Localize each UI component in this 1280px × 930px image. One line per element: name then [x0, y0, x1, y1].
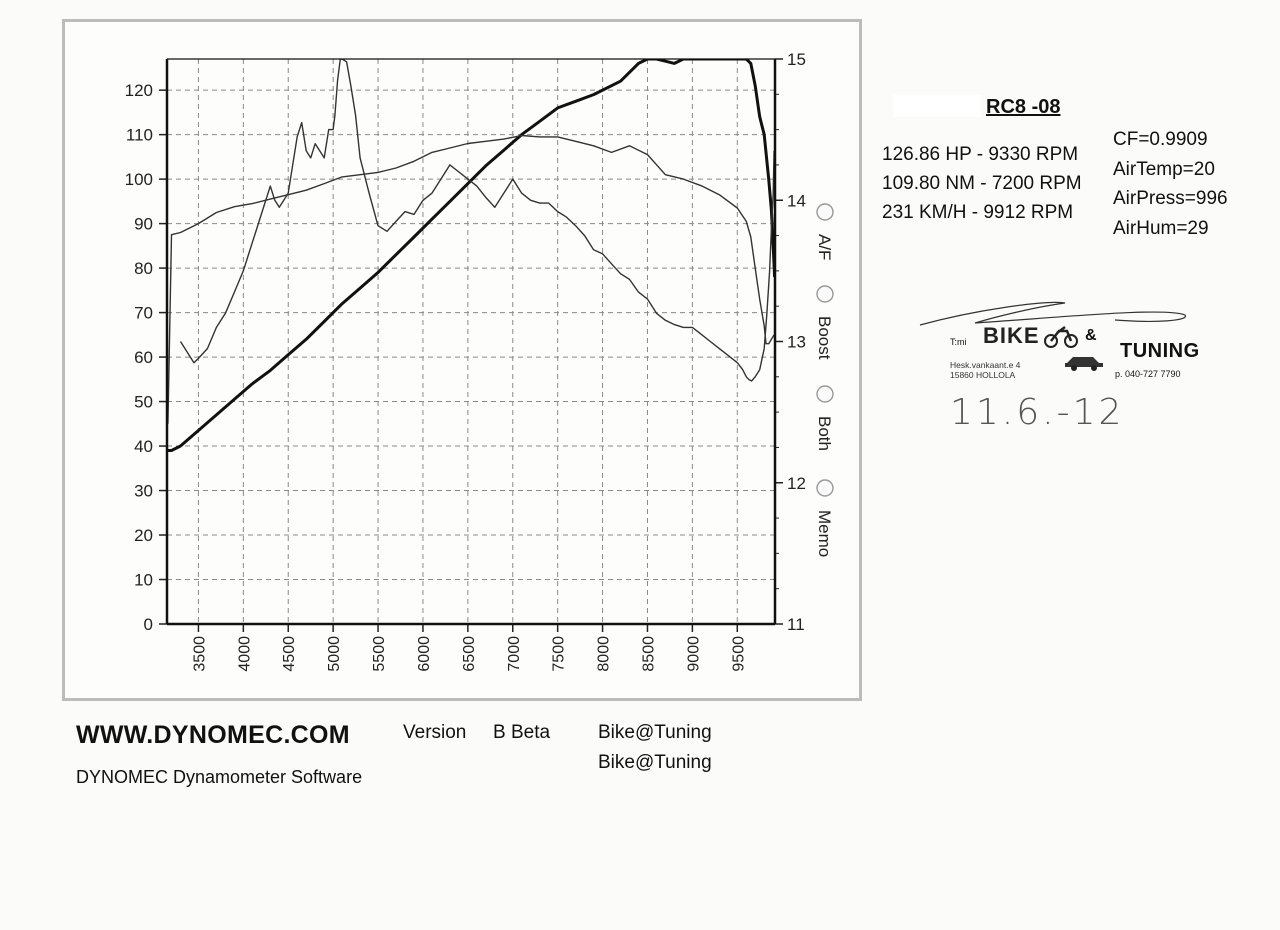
option-label: Both	[815, 416, 834, 451]
x-tick-label: 6000	[416, 636, 433, 672]
stamp-tuning-word: TUNING	[1120, 340, 1200, 362]
stamp-swoosh-graphic	[919, 301, 1186, 371]
y-left-tick-label: 110	[126, 126, 153, 145]
shop-stamp: T:mi BIKE & TUNING Hesk.vankaant.e 4 158…	[915, 295, 1205, 390]
option-both[interactable]: Both	[815, 385, 834, 451]
display-options[interactable]: A/F Boost Both Memo	[815, 203, 834, 557]
radio-button	[816, 385, 834, 403]
series-line-1	[167, 59, 775, 452]
y-left-tick-label: 90	[134, 215, 153, 234]
x-tick-label: 8000	[596, 636, 613, 672]
handwritten-date: 11.6.-12	[950, 392, 1125, 433]
correction-factor: CF=0.9909	[1113, 129, 1208, 150]
y-right-tick-label: 12	[787, 474, 806, 493]
conditions: CF=0.9909 AirTemp=20 AirPress=996 AirHum…	[1113, 125, 1228, 243]
redaction-box	[893, 95, 981, 117]
air-hum: AirHum=29	[1113, 217, 1209, 239]
series-line-2	[167, 134, 775, 424]
stamp-phone: p. 040-727 7790	[1115, 369, 1181, 379]
radio-button	[816, 203, 834, 221]
series-line-3	[179, 59, 775, 382]
x-tick-label: 5000	[326, 636, 343, 672]
stamp-owner-abbr: T:mi	[950, 337, 967, 347]
y-right-tick-label: 11	[787, 615, 805, 634]
stamp-ampersand: &	[1085, 327, 1097, 344]
option-af[interactable]: A/F	[815, 203, 834, 260]
y-left-tick-label: 100	[125, 170, 153, 189]
x-tick-label: 6500	[461, 636, 478, 672]
website-url: WWW.DYNOMEC.COM	[76, 721, 350, 749]
x-tick-label: 8500	[640, 636, 657, 672]
air-press: AirPress=996	[1113, 188, 1228, 209]
y-left-tick-labels: 0 10 20 30 40 50 60 70 80 90 100 110 120	[125, 81, 153, 634]
top-speed: 231 KM/H - 9912 RPM	[882, 202, 1074, 223]
user-line-1: Bike@Tuning	[598, 722, 712, 743]
radio-button	[816, 479, 834, 497]
user-line-2: Bike@Tuning	[598, 752, 712, 773]
software-name: DYNOMEC Dynamometer Software	[76, 767, 363, 787]
y-left-tick-label: 20	[134, 526, 153, 545]
y-right-tick-label: 15	[787, 50, 806, 69]
series-layer	[167, 59, 775, 452]
y-left-tick-label: 50	[134, 393, 153, 412]
y-right-tick-labels: 11 12 13 14 15	[787, 50, 806, 634]
y-left-tick-label: 120	[125, 81, 153, 100]
stamp-address: Hesk.vankaant.e 4 15860 HOLLOLA	[950, 360, 1020, 380]
x-tick-label: 4000	[236, 636, 253, 672]
air-temp: AirTemp=20	[1113, 158, 1215, 180]
x-tick-label: 7000	[506, 636, 523, 672]
axes	[159, 58, 783, 632]
version-value: B Beta	[493, 722, 551, 743]
option-label: Boost	[815, 316, 834, 360]
y-left-tick-label: 60	[134, 348, 153, 367]
peak-stats: 126.86 HP - 9330 RPM 109.80 NM - 7200 RP…	[882, 140, 1082, 227]
peak-power: 126.86 HP - 9330 RPM	[882, 144, 1079, 165]
version-label: Version	[403, 722, 467, 743]
stamp-bike-word: BIKE	[983, 323, 1040, 348]
x-tick-label: 5500	[371, 636, 388, 672]
stamp-address-line2: 15860 HOLLOLA	[950, 370, 1016, 380]
peak-torque: 109.80 NM - 7200 RPM	[882, 173, 1082, 194]
stamp-address-line1: Hesk.vankaant.e 4	[950, 360, 1021, 370]
x-tick-label: 7500	[551, 636, 568, 672]
motorcycle-icon	[1044, 326, 1078, 348]
option-boost[interactable]: Boost	[815, 285, 834, 360]
option-label: Memo	[815, 510, 834, 557]
y-left-tick-label: 40	[134, 437, 153, 456]
x-tick-label: 9000	[685, 636, 702, 672]
car-icon	[1065, 357, 1103, 371]
x-tick-label: 9500	[730, 636, 747, 672]
y-right-tick-label: 13	[787, 333, 806, 352]
x-tick-label: 3500	[191, 636, 208, 672]
chart-panel: 0 10 20 30 40 50 60 70 80 90 100 110 120 11 12 13 14 15 …	[62, 19, 862, 701]
x-tick-labels: 3500 4000 4500 5000 5500 6000 6500 7000 7500 8000…	[191, 636, 747, 672]
option-memo[interactable]: Memo	[815, 479, 834, 557]
radio-button	[816, 285, 834, 303]
y-left-tick-label: 30	[134, 482, 153, 501]
grid	[167, 59, 775, 624]
y-left-tick-label: 0	[144, 615, 153, 634]
option-label: A/F	[815, 234, 834, 260]
y-left-tick-label: 10	[134, 571, 153, 590]
y-right-tick-label: 14	[787, 191, 806, 210]
y-left-tick-label: 80	[134, 259, 153, 278]
x-tick-label: 4500	[281, 636, 298, 672]
run-title: RC8 -08	[986, 96, 1061, 118]
y-left-tick-label: 70	[134, 304, 153, 323]
